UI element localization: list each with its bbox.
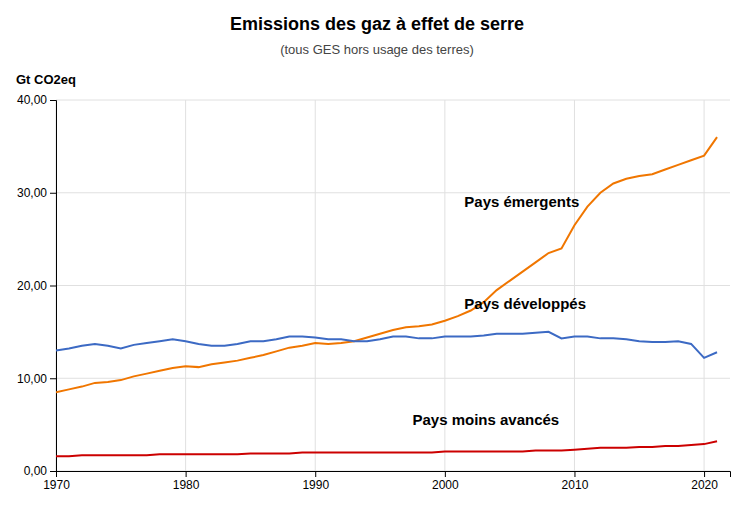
series-line <box>56 332 717 358</box>
tick: 30,00 <box>17 186 56 200</box>
tick-label: 1980 <box>173 478 200 492</box>
grid-line <box>56 378 730 379</box>
grid <box>56 100 730 471</box>
tick-label: 20,00 <box>17 279 47 293</box>
tick: 1990 <box>302 471 329 492</box>
tick-mark <box>704 471 705 477</box>
axis-line <box>57 472 731 478</box>
grid-line <box>56 285 730 286</box>
tick: 40,00 <box>17 93 56 107</box>
series-line <box>56 137 717 392</box>
grid-line <box>574 100 575 471</box>
tick: 1980 <box>173 471 200 492</box>
tick-mark <box>574 471 575 477</box>
grid-line <box>56 100 730 101</box>
tick-label: 0,00 <box>24 464 48 478</box>
tick-mark <box>186 471 187 477</box>
grid-line <box>315 100 316 471</box>
plot-area: 1970 1980 1990 2000 2010 2020 0,00 10,00 20,00 30… <box>17 93 731 491</box>
tick: 2020 <box>691 471 718 492</box>
subtitle: (tous GES hors usage des terres) <box>280 42 474 57</box>
title: Emissions des gaz à effet de serre <box>230 14 524 34</box>
tick: 20,00 <box>17 279 56 293</box>
axis-line <box>50 101 57 472</box>
tick-mark <box>50 286 56 287</box>
tick: 1970 <box>43 471 70 492</box>
tick: 2000 <box>432 471 459 492</box>
tick-mark <box>50 471 56 472</box>
tick-label: 40,00 <box>17 93 47 107</box>
tick-label: 2020 <box>691 478 718 492</box>
annotations: Pays émergents Pays développés Pays moins … <box>412 193 586 428</box>
annotation: Pays émergents <box>464 193 579 210</box>
tick-mark <box>445 471 446 477</box>
tick: 0,00 <box>24 464 56 478</box>
chart: Emissions des gaz à effet de serre (tous … <box>0 0 754 507</box>
tick-label: 1990 <box>302 478 329 492</box>
annotation: Pays moins avancés <box>412 411 559 428</box>
grid-line <box>56 192 730 193</box>
tick: 10,00 <box>17 372 56 386</box>
tick-label: 1970 <box>43 478 70 492</box>
series-line <box>56 441 717 456</box>
grid-line <box>185 100 186 471</box>
series-group <box>56 137 717 456</box>
tick-label: 10,00 <box>17 372 47 386</box>
tick: 2010 <box>562 471 589 492</box>
tick-label: 2010 <box>562 478 589 492</box>
x-axis: 1970 1980 1990 2000 2010 2020 <box>43 471 730 492</box>
tick-mark <box>315 471 316 477</box>
tick-mark <box>50 193 56 194</box>
tick-label: 30,00 <box>17 186 47 200</box>
tick-mark <box>50 378 56 379</box>
annotation: Pays développés <box>464 295 586 312</box>
tick-mark <box>50 100 56 101</box>
tick-label: 2000 <box>432 478 459 492</box>
y-axis-label: Gt CO2eq <box>16 72 76 87</box>
y-axis: 0,00 10,00 20,00 30,00 40,00 <box>17 93 57 478</box>
